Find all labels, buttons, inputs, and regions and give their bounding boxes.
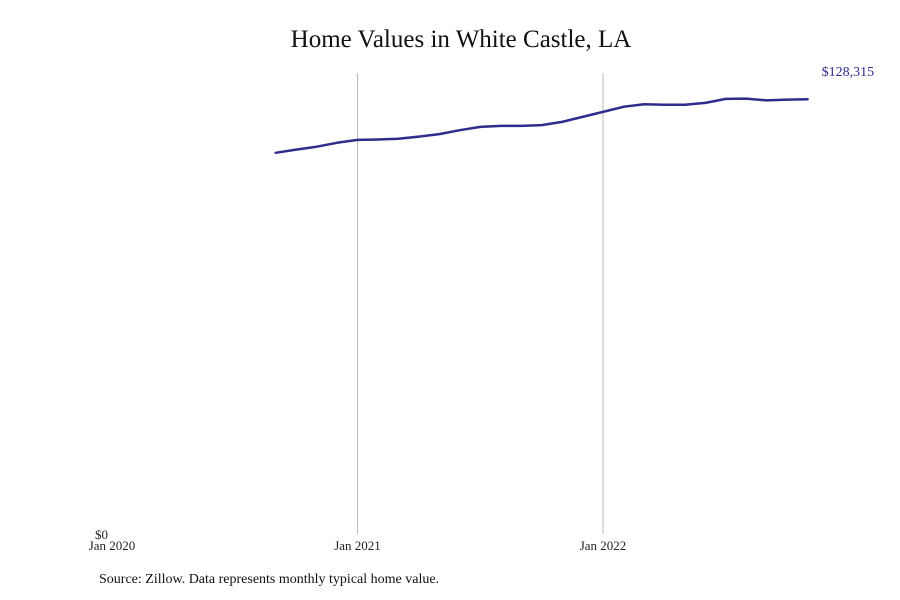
x-tick-label: Jan 2020 bbox=[89, 538, 136, 553]
x-tick-labels: Jan 2020 Jan 2021 Jan 2022 bbox=[89, 538, 627, 553]
y-tick-label: $0 bbox=[95, 527, 108, 542]
source-note: Source: Zillow. Data represents monthly … bbox=[99, 572, 440, 587]
series-group bbox=[274, 97, 809, 155]
series-line bbox=[274, 97, 809, 155]
end-value-label: $128,315 bbox=[822, 65, 875, 80]
x-tick-label: Jan 2022 bbox=[580, 538, 627, 553]
chart-title: Home Values in White Castle, LA bbox=[290, 26, 632, 53]
gridlines bbox=[357, 73, 604, 534]
end-label-group: $128,315 bbox=[822, 65, 875, 80]
x-tick-label: Jan 2021 bbox=[334, 538, 381, 553]
y-tick-labels: $0 bbox=[95, 527, 108, 542]
